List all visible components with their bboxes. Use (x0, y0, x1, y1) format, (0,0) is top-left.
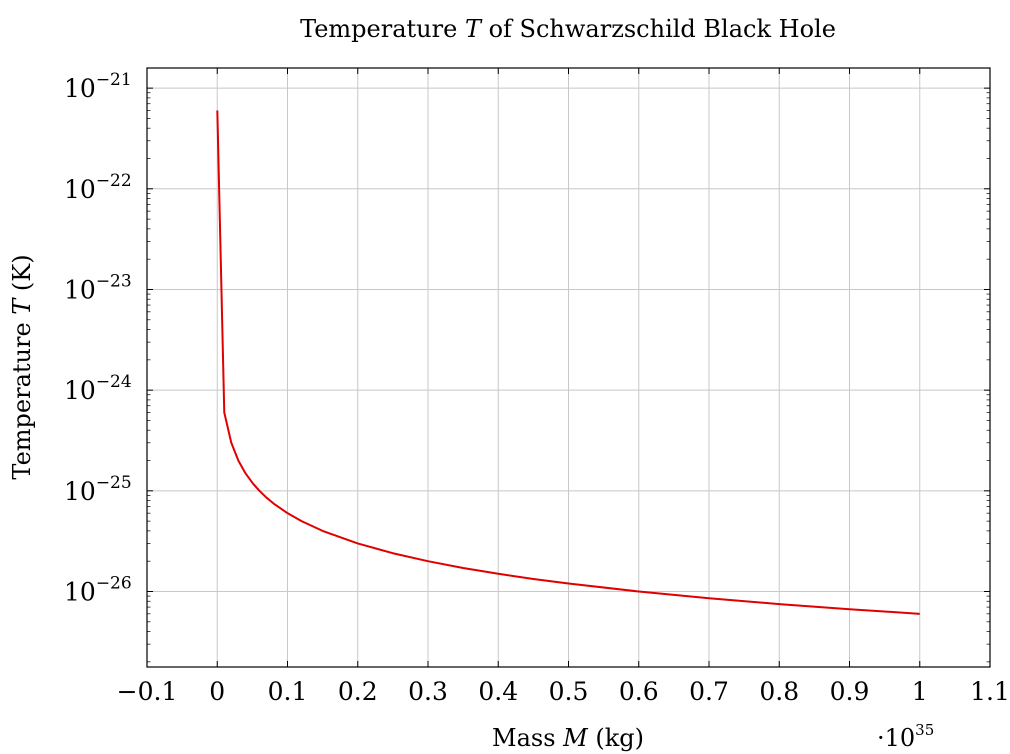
x-tick-label: 0.8 (759, 677, 799, 706)
plot-frame (146, 67, 991, 668)
chart-title: Temperature T of Schwarzschild Black Hol… (300, 15, 836, 43)
x-tick-label: 0.9 (830, 677, 870, 706)
x-tick-label: 0 (209, 677, 225, 706)
series (216, 110, 920, 615)
x-tick-label: 0.2 (338, 677, 378, 706)
x-tick-label: 0.5 (549, 677, 589, 706)
x-axis-label: Mass M (kg) (492, 724, 644, 752)
y-tick-labels: 10−21 10−22 10−23 10−24 10−25 10−26 (64, 70, 132, 606)
x-tick-label: 0.6 (619, 677, 659, 706)
x-scale-note: ·1035 (877, 721, 934, 752)
x-tick-labels: −0.1 0 0.1 0.2 0.3 0.4 0.5 0.6 0.7 0.8 0.9 1 1.1 (117, 677, 1010, 706)
y-tick-label: 10−26 (64, 573, 132, 606)
y-axis-label: Temperature T (K) (8, 254, 36, 479)
y-tick-label: 10−21 (64, 70, 132, 103)
y-tick-label: 10−25 (64, 473, 132, 506)
series-line-0 (216, 110, 920, 615)
x-tick-label: 0.1 (268, 677, 308, 706)
y-tick-label: 10−24 (64, 372, 132, 405)
grid (146, 68, 991, 667)
y-tick-label: 10−22 (64, 171, 132, 204)
x-tick-label: 0.7 (689, 677, 729, 706)
x-tick-label: −0.1 (117, 677, 178, 706)
x-tick-label: 0.3 (408, 677, 448, 706)
x-tick-label: 0.4 (478, 677, 518, 706)
x-tick-label: 1 (912, 677, 928, 706)
x-tick-label: 1.1 (970, 677, 1010, 706)
y-tick-label: 10−23 (64, 271, 132, 304)
